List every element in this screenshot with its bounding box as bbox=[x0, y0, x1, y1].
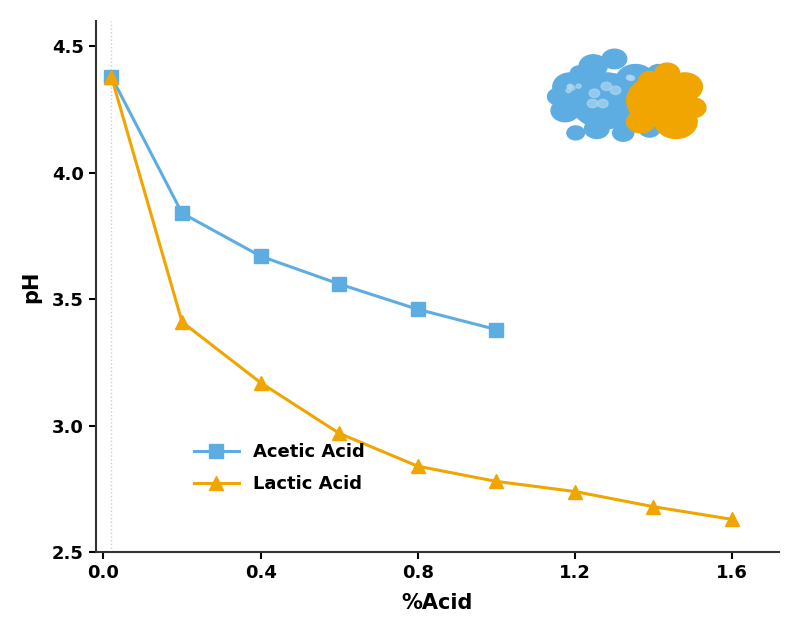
Lactic Acid bbox=[178, 318, 187, 326]
Lactic Acid bbox=[256, 379, 266, 387]
Circle shape bbox=[579, 55, 607, 77]
Line: Lactic Acid: Lactic Acid bbox=[104, 70, 739, 526]
Circle shape bbox=[613, 124, 634, 141]
Circle shape bbox=[634, 82, 640, 86]
Circle shape bbox=[626, 110, 655, 133]
Circle shape bbox=[648, 65, 669, 81]
Acetic Acid bbox=[106, 73, 116, 81]
Circle shape bbox=[573, 90, 578, 94]
Circle shape bbox=[562, 86, 566, 90]
Circle shape bbox=[553, 73, 588, 101]
Circle shape bbox=[566, 87, 571, 91]
Circle shape bbox=[570, 66, 588, 80]
Circle shape bbox=[602, 49, 626, 68]
Lactic Acid bbox=[491, 477, 501, 485]
Circle shape bbox=[625, 102, 657, 127]
Lactic Acid bbox=[334, 429, 344, 437]
Circle shape bbox=[635, 73, 641, 78]
Circle shape bbox=[634, 76, 639, 81]
Circle shape bbox=[616, 65, 655, 95]
Circle shape bbox=[547, 88, 569, 105]
Lactic Acid bbox=[570, 488, 580, 495]
Circle shape bbox=[569, 87, 574, 91]
Legend: Acetic Acid, Lactic Acid: Acetic Acid, Lactic Acid bbox=[186, 436, 373, 501]
Circle shape bbox=[585, 119, 609, 138]
Acetic Acid bbox=[178, 209, 187, 217]
Circle shape bbox=[644, 82, 673, 105]
Circle shape bbox=[551, 100, 579, 122]
Circle shape bbox=[619, 94, 630, 103]
Y-axis label: pH: pH bbox=[21, 270, 41, 302]
Acetic Acid bbox=[256, 252, 266, 260]
Lactic Acid bbox=[727, 515, 737, 523]
Circle shape bbox=[567, 126, 585, 140]
Circle shape bbox=[655, 105, 697, 138]
Acetic Acid bbox=[491, 326, 501, 333]
Circle shape bbox=[599, 93, 610, 101]
Circle shape bbox=[570, 73, 641, 129]
Circle shape bbox=[568, 82, 573, 86]
Circle shape bbox=[655, 63, 679, 82]
Circle shape bbox=[626, 75, 690, 126]
Circle shape bbox=[682, 98, 706, 117]
Acetic Acid bbox=[334, 280, 344, 288]
Circle shape bbox=[596, 83, 606, 91]
Circle shape bbox=[639, 120, 660, 137]
Lactic Acid bbox=[413, 462, 422, 470]
Circle shape bbox=[615, 95, 626, 103]
Circle shape bbox=[630, 77, 635, 82]
Lactic Acid bbox=[649, 503, 658, 510]
Circle shape bbox=[639, 72, 660, 88]
Circle shape bbox=[667, 73, 702, 101]
X-axis label: %Acid: %Acid bbox=[402, 593, 473, 613]
Line: Acetic Acid: Acetic Acid bbox=[104, 70, 503, 337]
Acetic Acid bbox=[413, 306, 422, 313]
Circle shape bbox=[601, 93, 611, 101]
Lactic Acid bbox=[106, 73, 116, 81]
Circle shape bbox=[633, 77, 638, 82]
